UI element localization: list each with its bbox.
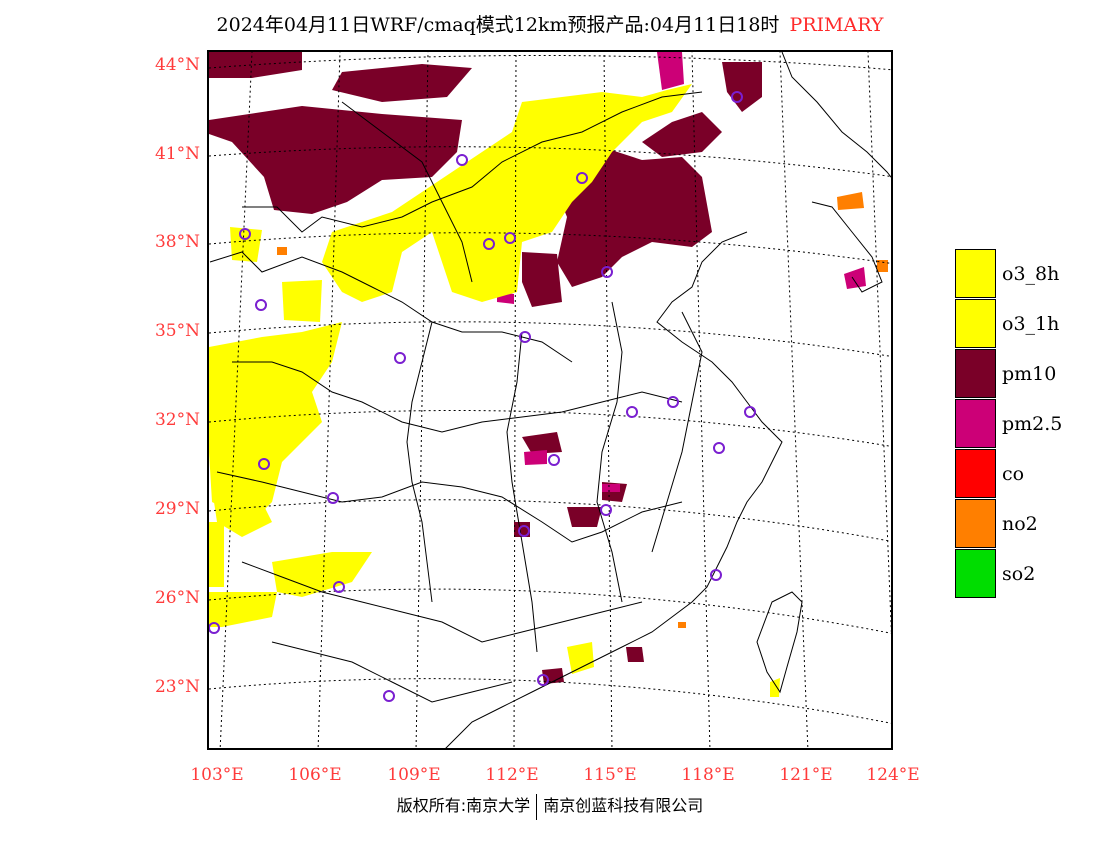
no2-areas bbox=[277, 192, 888, 628]
lon-label-115: 115°E bbox=[583, 765, 637, 785]
lat-label-23: 23°N bbox=[154, 677, 200, 697]
title-primary-tag: PRIMARY bbox=[789, 14, 884, 36]
copyright-footer: 版权所有:南京大学 南京创蓝科技有限公司 bbox=[0, 792, 1100, 820]
legend-label: co bbox=[1002, 463, 1025, 485]
lat-label-35: 35°N bbox=[154, 321, 200, 341]
title-text: 2024年04月11日WRF/cmaq模式12km预报产品:04月11日18时 bbox=[216, 14, 780, 36]
lat-label-41: 41°N bbox=[154, 144, 200, 164]
footer-right: 南京创蓝科技有限公司 bbox=[543, 796, 704, 815]
pm25-areas bbox=[497, 52, 866, 492]
legend-swatch bbox=[955, 249, 996, 298]
legend-item-pm25: pm2.5 bbox=[955, 399, 1085, 449]
pollution-map bbox=[209, 52, 891, 748]
map-title: 2024年04月11日WRF/cmaq模式12km预报产品:04月11日18时 P… bbox=[0, 10, 1100, 37]
legend-swatch bbox=[955, 499, 996, 548]
lon-label-109: 109°E bbox=[387, 765, 441, 785]
lat-label-32: 32°N bbox=[154, 410, 200, 430]
legend-label: no2 bbox=[1002, 513, 1038, 535]
legend-swatch bbox=[955, 349, 996, 398]
lat-label-29: 29°N bbox=[154, 499, 200, 519]
city-markers bbox=[209, 91, 756, 702]
legend-item-o3-8h: o3_8h bbox=[955, 249, 1085, 299]
legend-label: pm2.5 bbox=[1002, 413, 1063, 435]
lat-label-38: 38°N bbox=[154, 232, 200, 252]
footer-left: 版权所有:南京大学 bbox=[396, 796, 531, 815]
legend: o3_8h o3_1h pm10 pm2.5 co no2 so2 bbox=[955, 249, 1085, 599]
footer-separator bbox=[536, 793, 538, 820]
legend-item-o3-1h: o3_1h bbox=[955, 299, 1085, 349]
boundaries bbox=[209, 52, 891, 748]
legend-swatch bbox=[955, 549, 996, 598]
lon-label-118: 118°E bbox=[681, 765, 735, 785]
legend-label: so2 bbox=[1002, 563, 1036, 585]
legend-label: o3_8h bbox=[1002, 263, 1060, 285]
lat-label-26: 26°N bbox=[154, 588, 200, 608]
legend-swatch bbox=[955, 449, 996, 498]
pm10-areas bbox=[209, 52, 762, 684]
lon-label-124: 124°E bbox=[866, 765, 920, 785]
o3-areas bbox=[209, 84, 780, 697]
lon-label-112: 112°E bbox=[485, 765, 539, 785]
lon-label-121: 121°E bbox=[779, 765, 833, 785]
legend-swatch bbox=[955, 299, 996, 348]
lon-label-103: 103°E bbox=[190, 765, 244, 785]
legend-item-co: co bbox=[955, 449, 1085, 499]
legend-item-no2: no2 bbox=[955, 499, 1085, 549]
legend-label: o3_1h bbox=[1002, 313, 1060, 335]
legend-swatch bbox=[955, 399, 996, 448]
lat-label-44: 44°N bbox=[154, 55, 200, 75]
lon-label-106: 106°E bbox=[288, 765, 342, 785]
legend-item-pm10: pm10 bbox=[955, 349, 1085, 399]
graticule bbox=[209, 52, 891, 748]
map-panel bbox=[207, 50, 893, 750]
legend-item-so2: so2 bbox=[955, 549, 1085, 599]
legend-label: pm10 bbox=[1002, 363, 1057, 385]
